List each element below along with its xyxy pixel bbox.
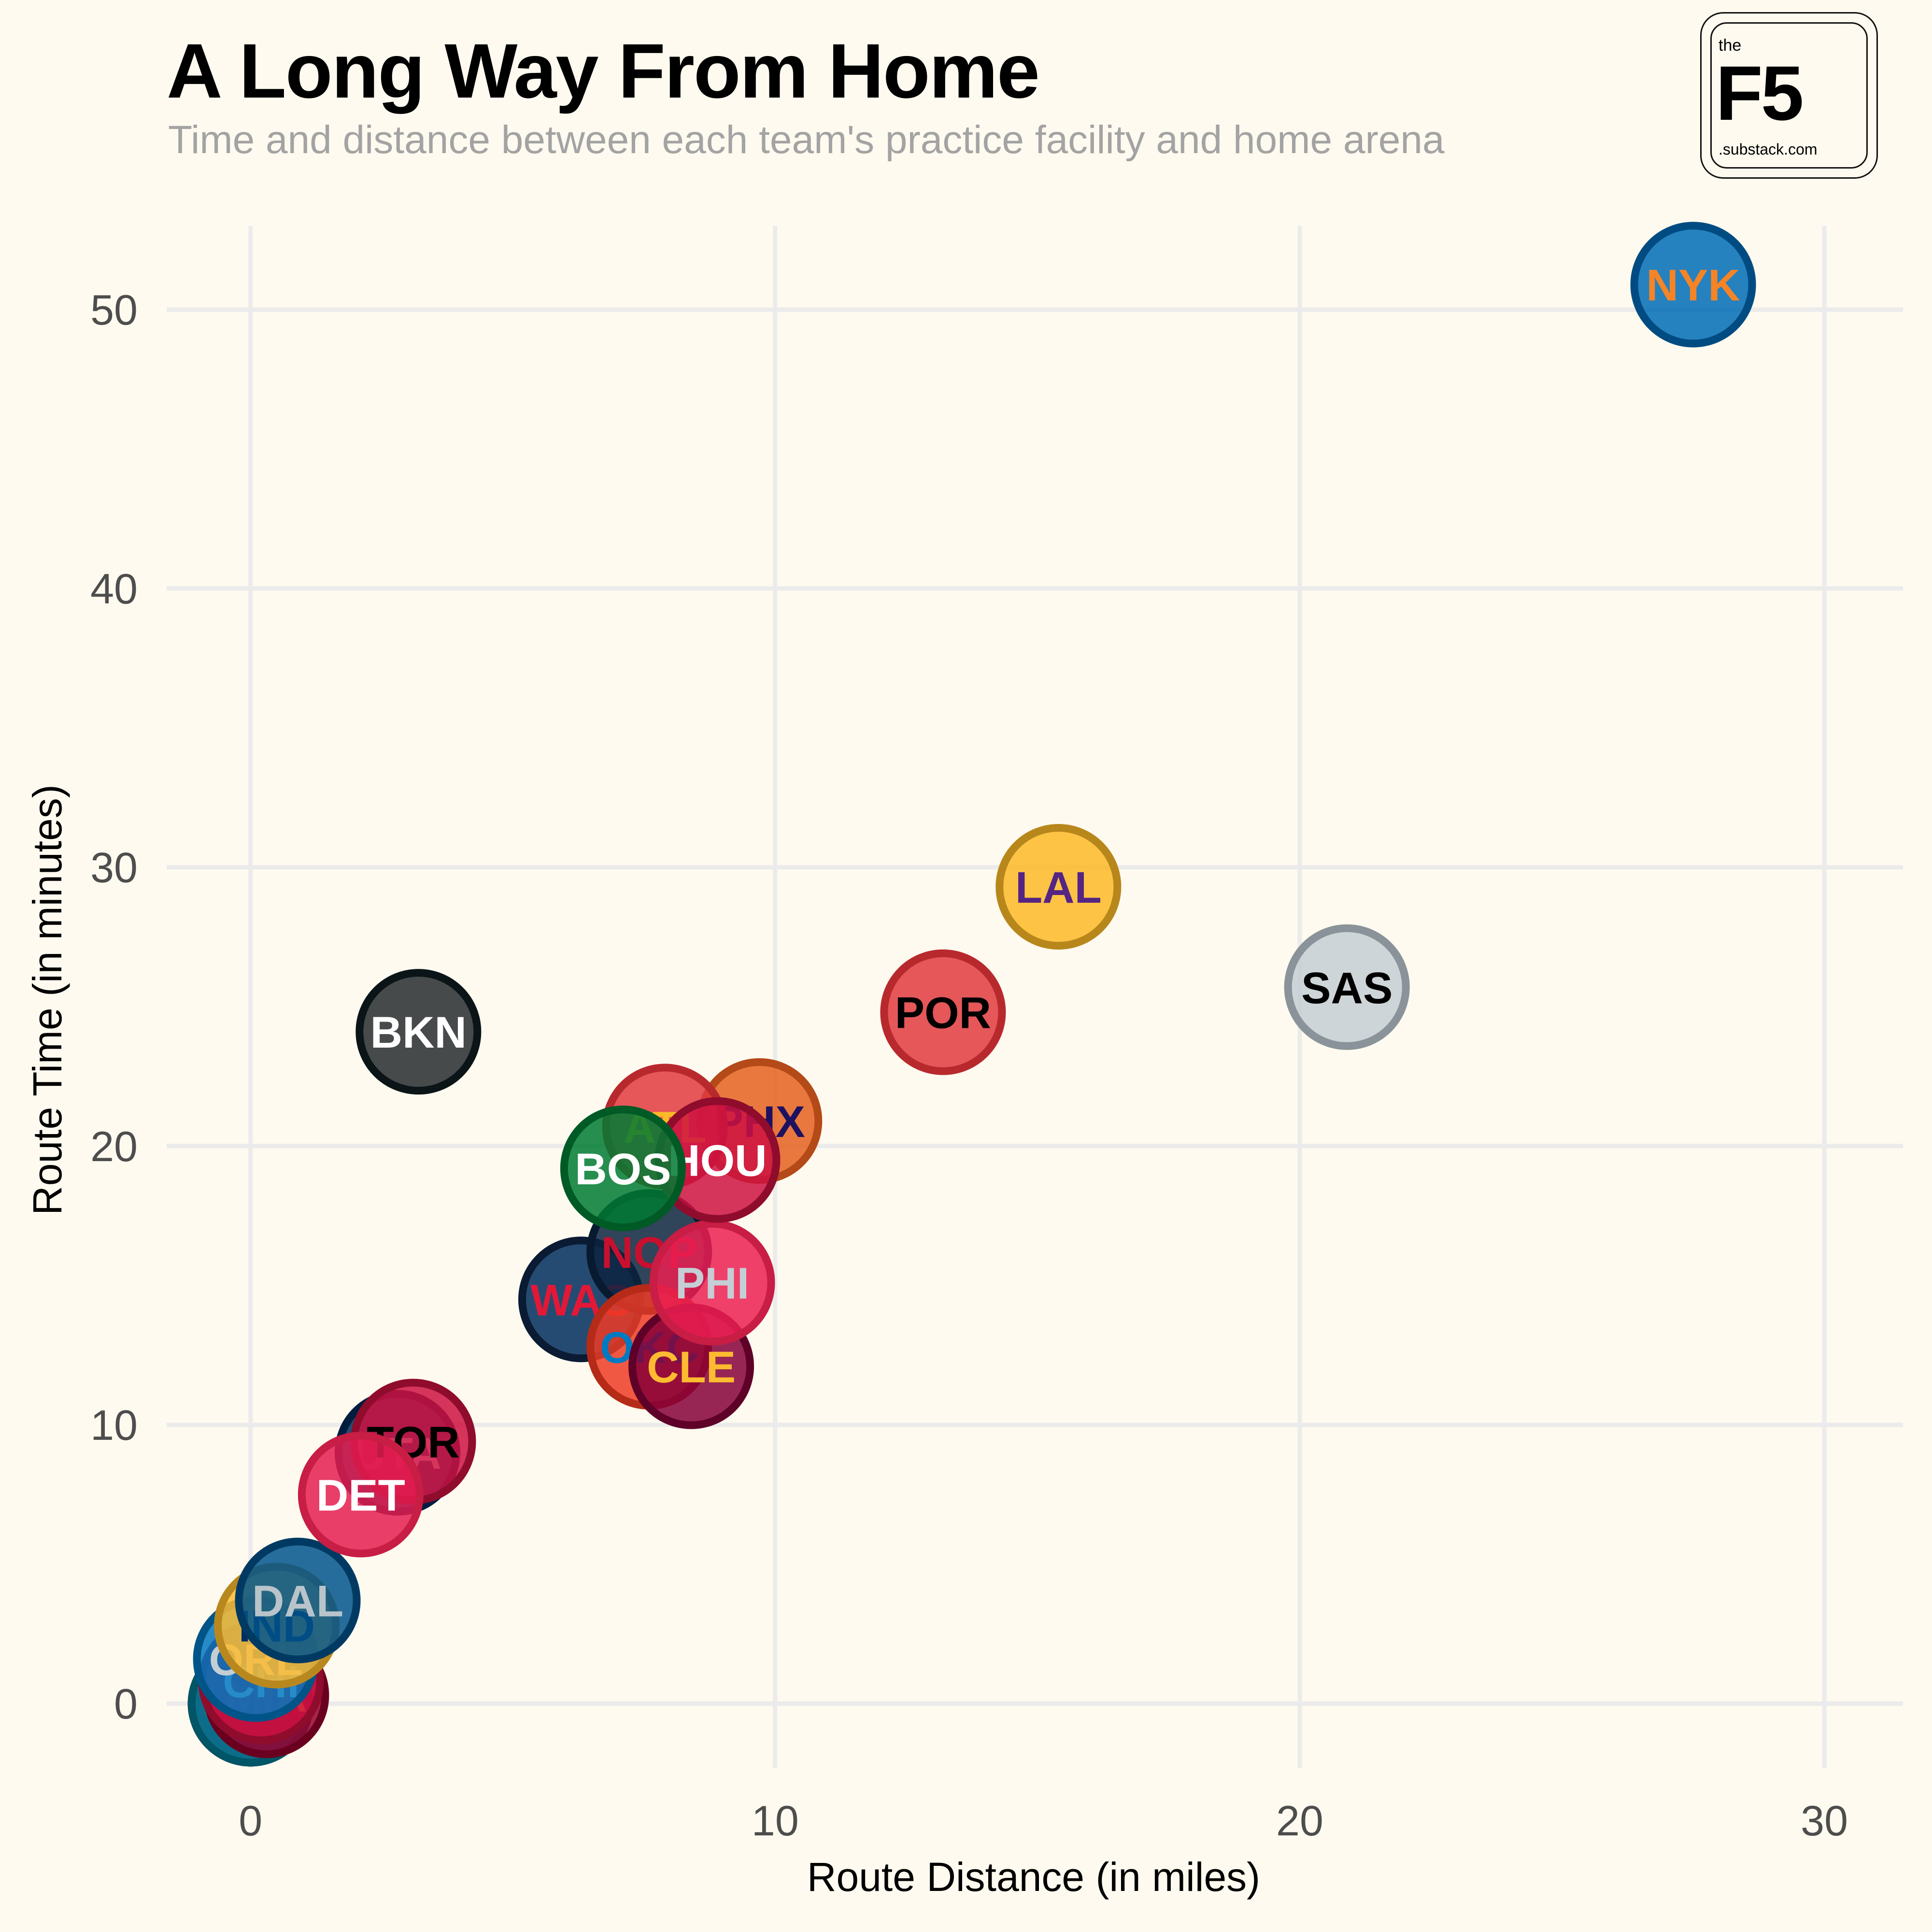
team-point-por: POR <box>880 949 1006 1075</box>
team-point-bkn: BKN <box>355 969 482 1095</box>
team-label: DAL <box>252 1577 343 1626</box>
data-points: MEMMILMINGSWDENLACSACCHAMIACHIORLINDDALU… <box>187 222 1756 1767</box>
y-tick-label: 10 <box>90 1401 138 1449</box>
y-tick-label: 20 <box>90 1122 138 1170</box>
x-tick-label: 10 <box>752 1797 799 1845</box>
y-axis-ticks: 0 10 20 30 40 50 <box>90 286 138 1728</box>
team-marker <box>235 1537 361 1663</box>
logo-substack-text: .substack.com <box>1719 141 1818 158</box>
x-tick-label: 0 <box>239 1797 262 1845</box>
team-label: NYK <box>1646 261 1740 310</box>
team-marker <box>880 949 1006 1075</box>
team-marker <box>649 1220 775 1346</box>
logo-inner-frame: the F5 .substack.com <box>1710 22 1868 169</box>
y-tick-label: 50 <box>90 286 138 334</box>
team-point-bos: BOS <box>560 1105 686 1231</box>
y-tick-label: 0 <box>114 1680 138 1728</box>
team-marker <box>995 824 1122 950</box>
y-tick-label: 40 <box>90 565 138 612</box>
team-label: SAS <box>1301 964 1392 1013</box>
team-label: DET <box>316 1471 405 1520</box>
x-axis-title: Route Distance (in miles) <box>807 1854 1260 1900</box>
team-label: POR <box>895 989 991 1038</box>
team-label: PHI <box>675 1259 749 1308</box>
team-label: BOS <box>575 1145 671 1194</box>
team-point-sas: SAS <box>1284 924 1410 1050</box>
x-axis-ticks: 0 10 20 30 <box>239 1797 1848 1845</box>
team-label: LAL <box>1015 863 1102 912</box>
logo-f5-text: F5 <box>1716 50 1804 136</box>
team-marker <box>1630 222 1756 348</box>
y-axis-title: Route Time (in minutes) <box>25 784 70 1215</box>
x-tick-label: 20 <box>1276 1797 1323 1845</box>
logo-the-text: the <box>1719 36 1742 55</box>
f5-logo: the F5 .substack.com <box>1700 12 1878 179</box>
team-point-det: DET <box>298 1432 424 1558</box>
x-tick-label: 30 <box>1801 1797 1848 1845</box>
chart-title: A Long Way From Home <box>167 28 1040 114</box>
team-marker <box>560 1105 686 1231</box>
team-label: CLE <box>647 1343 736 1392</box>
y-tick-label: 30 <box>90 844 138 892</box>
chart-subtitle: Time and distance between each team's pr… <box>168 118 1445 162</box>
team-point-phi: PHI <box>649 1220 775 1346</box>
team-point-lal: LAL <box>995 824 1122 950</box>
team-marker <box>1284 924 1410 1050</box>
team-point-dal: DAL <box>235 1537 361 1663</box>
team-marker <box>355 969 482 1095</box>
team-label: BKN <box>370 1008 467 1057</box>
team-marker <box>298 1432 424 1558</box>
team-point-nyk: NYK <box>1630 222 1756 348</box>
